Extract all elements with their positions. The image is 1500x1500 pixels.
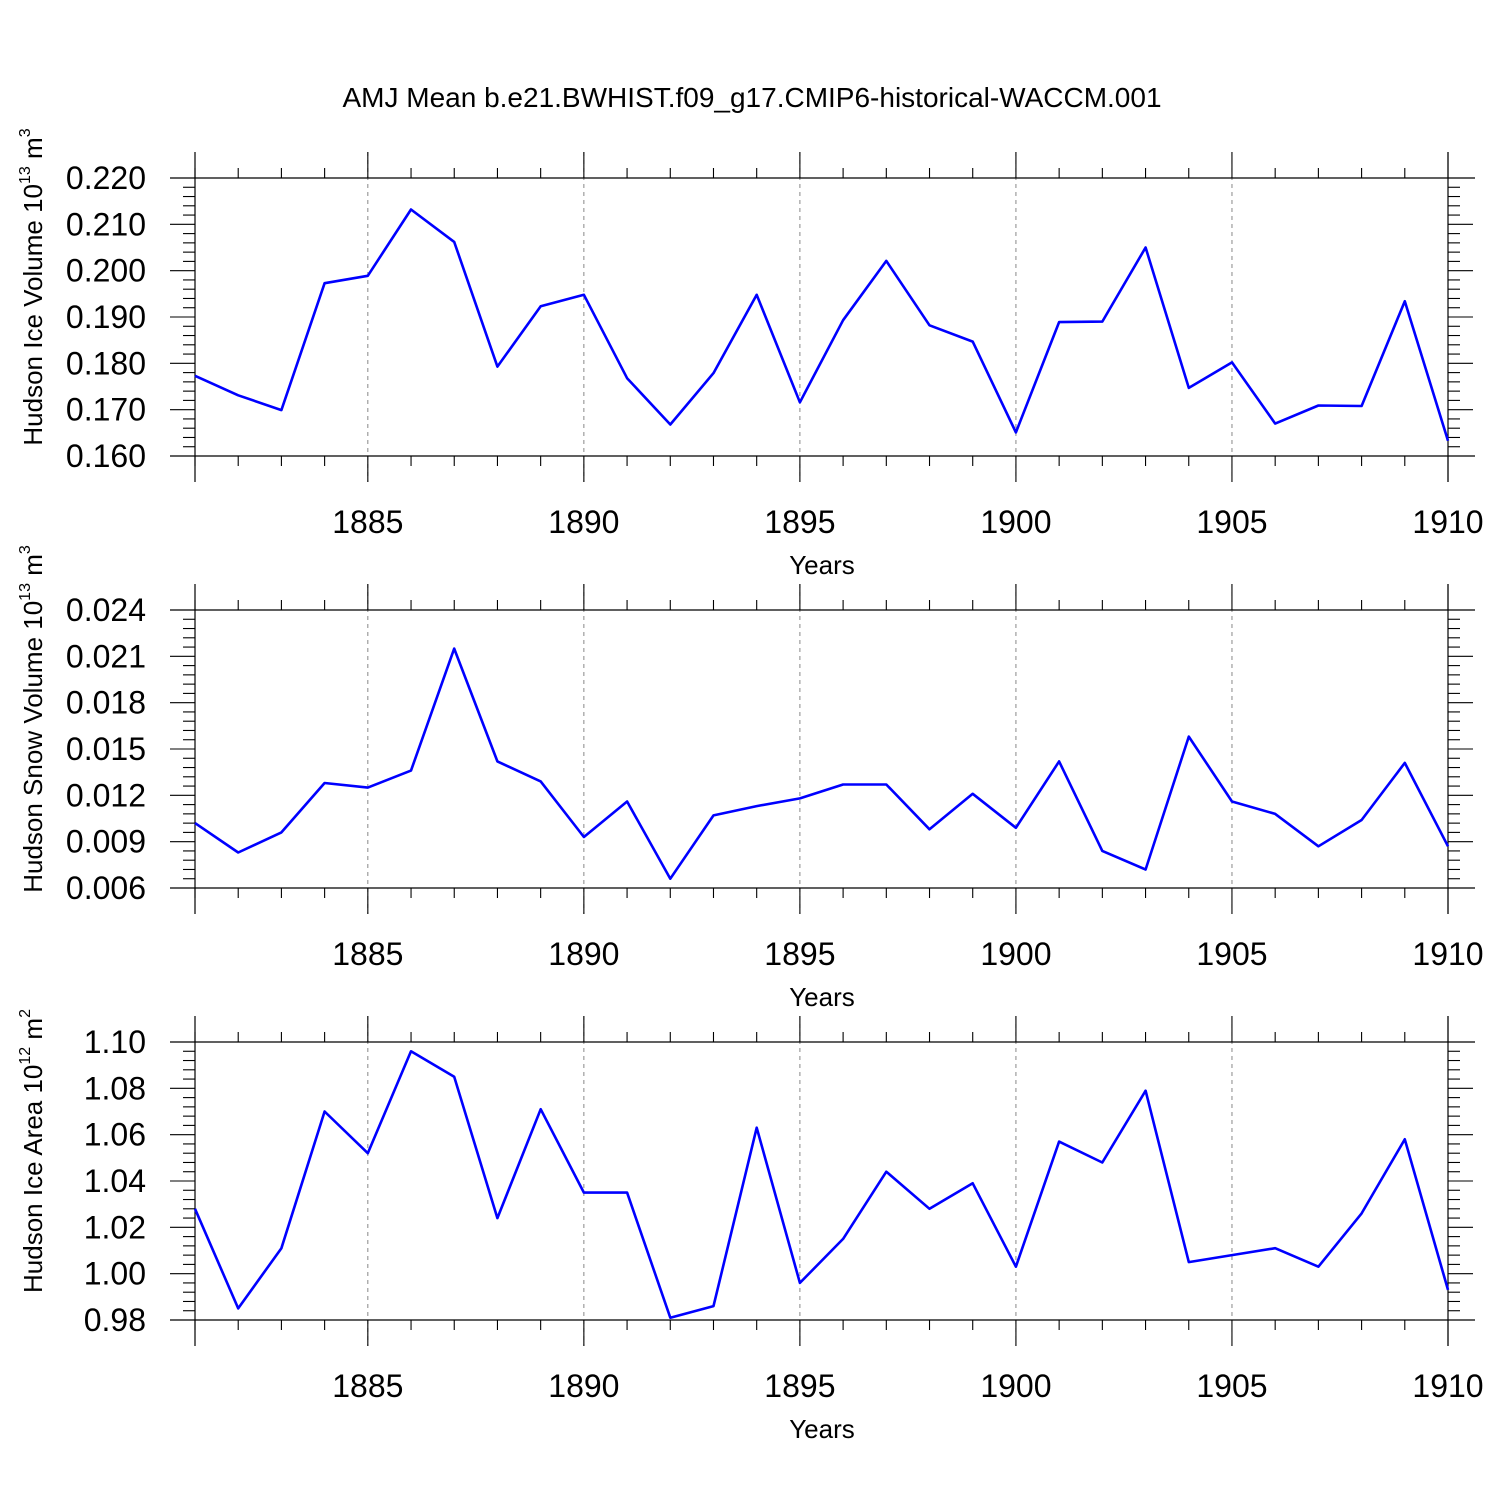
y-tick-label: 0.220 — [66, 160, 146, 196]
x-tick-label: 1900 — [980, 936, 1051, 972]
x-tick-label: 1900 — [980, 504, 1051, 540]
x-tick-label: 1895 — [764, 1368, 835, 1404]
x-tick-label: 1895 — [764, 936, 835, 972]
y-tick-label: 0.170 — [66, 392, 146, 428]
series-line — [193, 1050, 1450, 1319]
y-tick-label: 0.180 — [66, 345, 146, 381]
y-tick-label: 0.009 — [66, 824, 146, 860]
x-tick-label: 1885 — [332, 1368, 403, 1404]
y-tick-label: 0.024 — [66, 592, 146, 628]
y-axis-title: Hudson Snow Volume 1013 m3 — [17, 545, 48, 893]
y-tick-label: 1.10 — [84, 1024, 146, 1060]
chart-panel-1: 1885 1890 1895 1900 1905 1910 Years 0.160 0.170 0… — [17, 128, 1484, 580]
y-tick-label: 0.190 — [66, 299, 146, 335]
y-tick-label: 0.98 — [84, 1302, 146, 1338]
x-tick-label: 1890 — [548, 936, 619, 972]
x-tick-label: 1895 — [764, 504, 835, 540]
y-tick-label: 0.160 — [66, 438, 146, 474]
y-tick-label: 0.006 — [66, 870, 146, 906]
series-line — [194, 208, 1450, 442]
x-tick-label: 1885 — [332, 936, 403, 972]
y-tick-label: 1.06 — [84, 1117, 146, 1153]
y-tick-label: 0.012 — [66, 777, 146, 813]
x-axis-title: Years — [789, 550, 855, 580]
figure-title: AMJ Mean b.e21.BWHIST.f09_g17.CMIP6-hist… — [342, 82, 1161, 113]
chart-panel-3: 1885 1890 1895 1900 1905 1910 Years 0.98 1.00 1.0… — [17, 1009, 1484, 1444]
y-tick-label: 0.018 — [66, 685, 146, 721]
x-tick-label: 1890 — [548, 504, 619, 540]
y-tick-label: 1.08 — [84, 1070, 146, 1106]
chart-panel-2: 1885 1890 1895 1900 1905 1910 Years 0.006 0.009 0… — [17, 545, 1484, 1012]
y-tick-label: 0.021 — [66, 638, 146, 674]
x-axis-title: Years — [789, 1414, 855, 1444]
x-tick-label: 1900 — [980, 1368, 1051, 1404]
x-tick-label: 1910 — [1412, 1368, 1483, 1404]
y-axis-title: Hudson Ice Area 1012 m2 — [17, 1009, 48, 1293]
x-tick-label: 1905 — [1196, 1368, 1267, 1404]
x-tick-label: 1910 — [1412, 936, 1483, 972]
y-axis-title: Hudson Ice Volume 1013 m3 — [17, 128, 48, 445]
x-tick-label: 1885 — [332, 504, 403, 540]
x-tick-label: 1890 — [548, 1368, 619, 1404]
x-tick-label: 1905 — [1196, 936, 1267, 972]
y-tick-label: 1.00 — [84, 1256, 146, 1292]
y-tick-label: 0.200 — [66, 253, 146, 289]
y-tick-label: 0.015 — [66, 731, 146, 767]
y-tick-label: 1.04 — [84, 1163, 146, 1199]
y-tick-label: 1.02 — [84, 1209, 146, 1245]
x-tick-label: 1910 — [1412, 504, 1483, 540]
y-tick-label: 0.210 — [66, 206, 146, 242]
series-line — [194, 647, 1450, 881]
x-tick-label: 1905 — [1196, 504, 1267, 540]
x-axis-title: Years — [789, 982, 855, 1012]
